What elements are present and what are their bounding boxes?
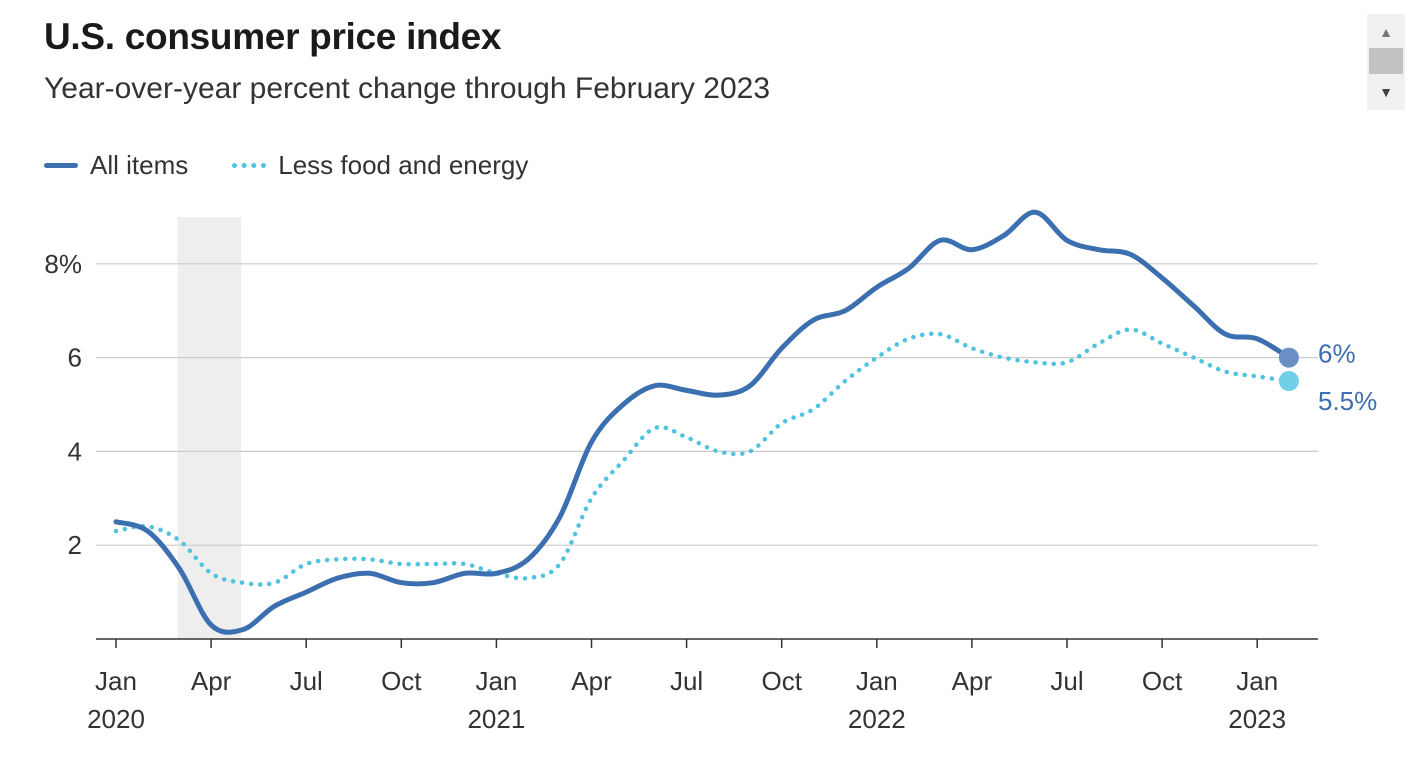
x-tick-label: Apr [571,666,612,696]
end-label-less-food-and-energy: 5.5% [1318,386,1377,416]
triangle-down-icon[interactable]: ▼ [1379,84,1393,100]
x-tick-label: Apr [952,666,993,696]
chart-title: U.S. consumer price index [44,16,502,57]
end-label-all-items: 6% [1318,339,1356,369]
legend-item-all-items: All items [44,150,188,181]
x-tick-label: Jul [670,666,703,696]
y-tick-label: 6 [68,343,82,373]
x-tick-label: Apr [191,666,232,696]
x-tick-label: Jul [1050,666,1083,696]
x-tick-label: Oct [381,666,422,696]
x-tick-label: Jan [1236,666,1278,696]
legend: All items Less food and energy [44,150,572,181]
series-line-less-food-and-energy [113,327,1292,587]
legend-label-core: Less food and energy [278,150,529,180]
series-line-all-items [113,209,1292,635]
end-marker-less-food-and-energy [1278,371,1299,392]
legend-swatch-dotted [232,163,267,168]
x-tick-year: 2022 [848,704,906,734]
x-tick-label: Oct [761,666,802,696]
scrollbar[interactable]: ▲ ▼ [1367,14,1405,110]
legend-label-all-items: All items [90,150,189,180]
x-tick-label: Jan [856,666,898,696]
y-tick-label: 2 [68,530,82,560]
y-tick-label: 4 [68,436,82,466]
x-tick-year: 2023 [1228,704,1286,734]
recession-band [177,217,241,639]
x-tick-year: 2020 [87,704,145,734]
triangle-up-icon[interactable]: ▲ [1379,24,1393,40]
scrollbar-thumb[interactable] [1369,48,1403,74]
x-tick-label: Jan [95,666,137,696]
x-tick-label: Jan [475,666,517,696]
y-tick-label: 8% [44,249,82,279]
x-tick-year: 2021 [467,704,525,734]
legend-item-core: Less food and energy [232,150,528,181]
x-tick-label: Jul [290,666,323,696]
chart-subtitle: Year-over-year percent change through Fe… [44,72,771,105]
end-marker-all-items [1278,347,1299,368]
legend-swatch-solid [44,163,78,168]
x-tick-label: Oct [1142,666,1183,696]
